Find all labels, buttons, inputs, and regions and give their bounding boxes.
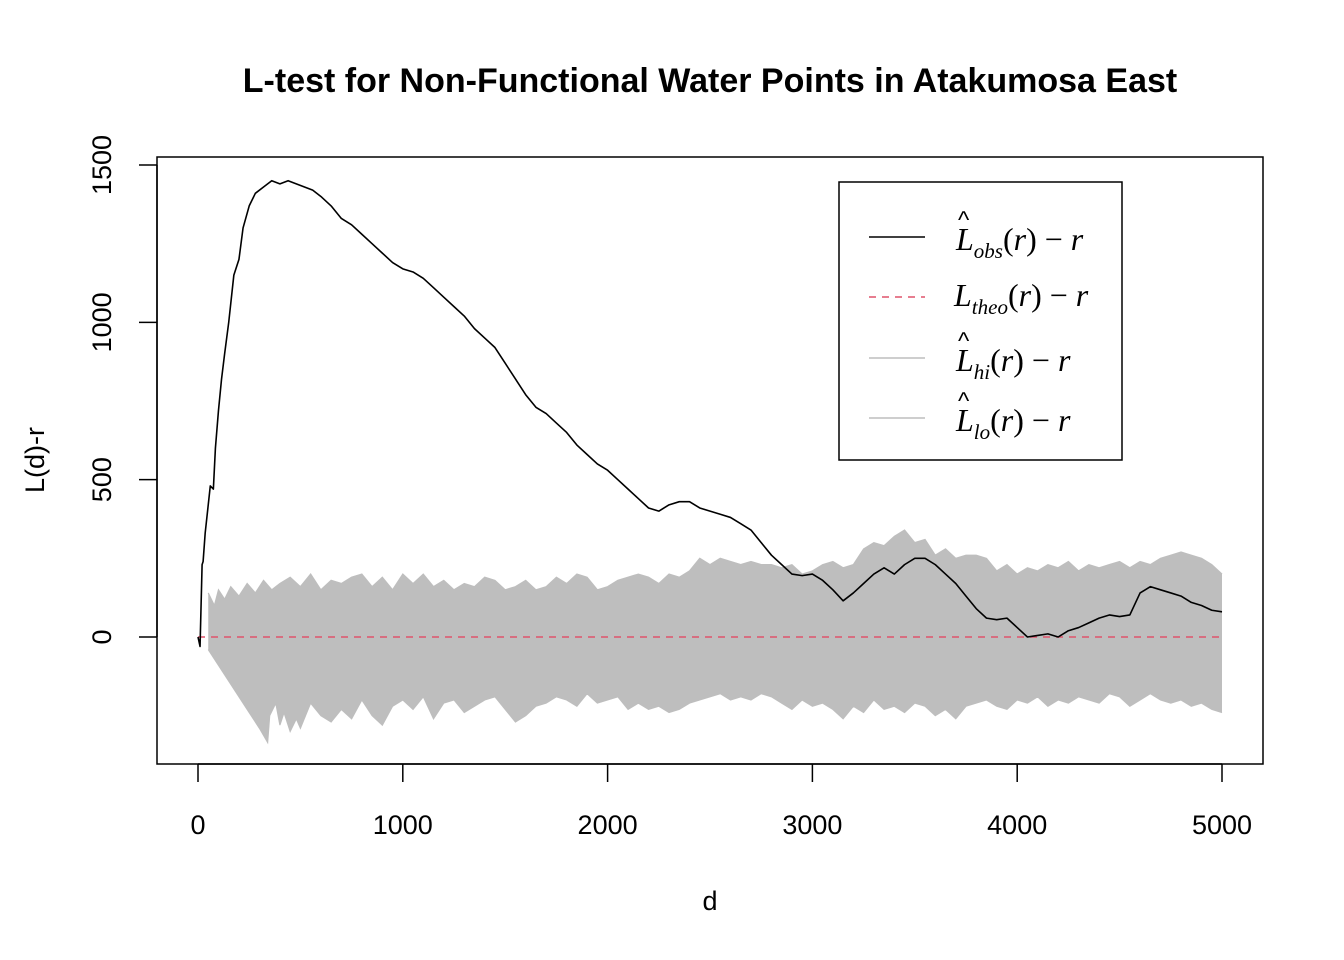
legend-label-lo: Llo(r) − r <box>955 402 1071 444</box>
legend-label-hi: Lhi(r) − r <box>955 342 1071 384</box>
x-tick-label: 4000 <box>987 810 1047 840</box>
legend-label-obs: Lobs(r) − r <box>955 221 1084 263</box>
legend-box <box>838 181 1123 461</box>
y-tick-label: 1500 <box>87 135 117 195</box>
y-axis: 0 500 1000 1500 <box>87 135 158 645</box>
series-obs-line <box>197 179 1223 648</box>
series-lo-line <box>207 649 1223 745</box>
x-tick-label: 2000 <box>578 810 638 840</box>
x-tick-label: 5000 <box>1192 810 1252 840</box>
y-tick-label: 500 <box>87 457 117 502</box>
y-tick-label: 1000 <box>87 292 117 352</box>
series-layer <box>197 179 1223 648</box>
x-tick-label: 1000 <box>373 810 433 840</box>
x-tick-label: 3000 <box>782 810 842 840</box>
legend-hat-obs: ^ <box>958 207 970 234</box>
envelope-band <box>207 529 1223 745</box>
envelope-fill <box>208 530 1223 743</box>
legend-hat-lo: ^ <box>958 388 970 415</box>
y-tick-label: 0 <box>87 629 117 644</box>
x-axis: 0 1000 2000 3000 4000 5000 <box>190 763 1252 840</box>
chart-title: L-test for Non-Functional Water Points i… <box>243 62 1177 100</box>
legend: Lobs(r) − r ^ Ltheo(r) − r Lhi(r) − r ^ … <box>838 181 1123 461</box>
legend-label-theo: Ltheo(r) − r <box>953 277 1089 319</box>
y-axis-title: L(d)-r <box>20 427 50 493</box>
legend-hat-hi: ^ <box>958 328 970 355</box>
x-axis-title: d <box>702 886 717 916</box>
series-hi-line <box>207 529 1223 608</box>
x-tick-label: 0 <box>190 810 205 840</box>
